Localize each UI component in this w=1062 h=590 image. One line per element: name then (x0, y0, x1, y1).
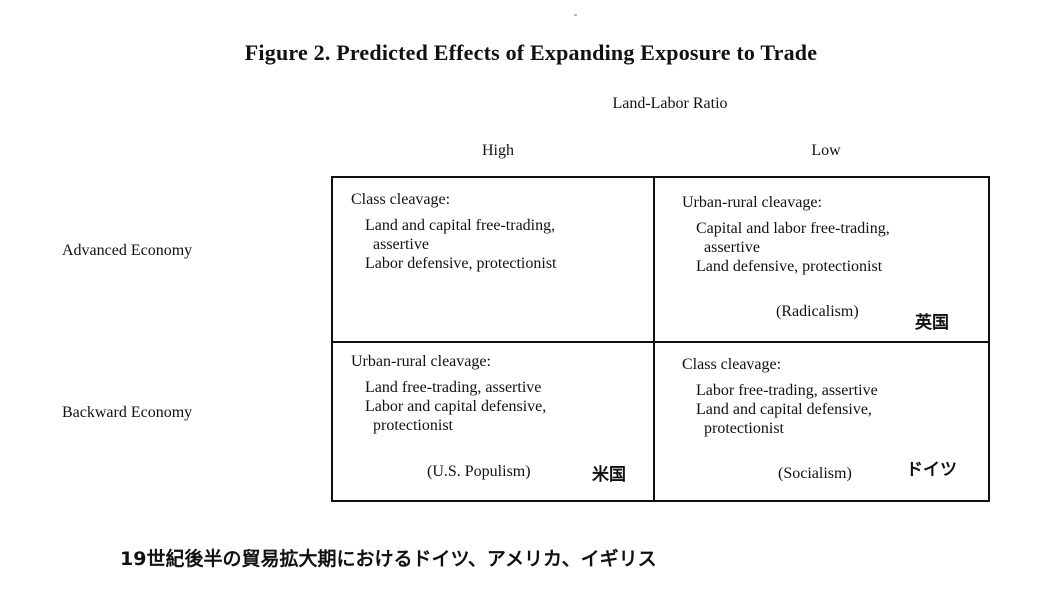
cell-backward-high: Urban-rural cleavage: Land free-trading,… (351, 352, 651, 435)
cell-heading: Urban-rural cleavage: (682, 194, 822, 211)
cell-advanced-low: Urban-rural cleavage: Capital and labor … (682, 193, 982, 276)
matrix-grid (331, 176, 990, 502)
parenthetical-socialism: (Socialism) (778, 465, 852, 482)
cell-heading: Class cleavage: (351, 191, 451, 208)
column-header-low: Low (811, 142, 841, 159)
column-header-high: High (482, 142, 514, 159)
cell-line: protectionist (704, 420, 784, 437)
cell-line: Labor free-trading, assertive (696, 382, 878, 399)
scan-speck (574, 14, 577, 16)
annotation-uk: 英国 (915, 313, 949, 333)
cell-line: assertive (373, 236, 429, 253)
caption: 19世紀後半の貿易拡大期におけるドイツ、アメリカ、イギリス (120, 548, 657, 570)
cell-line: protectionist (373, 417, 453, 434)
axis-title: Land-Labor Ratio (612, 95, 728, 112)
cell-line: assertive (704, 239, 760, 256)
grid-horizontal-divider (333, 341, 988, 343)
cell-heading: Urban-rural cleavage: (351, 353, 491, 370)
cell-heading: Class cleavage: (682, 356, 782, 373)
figure-title: Figure 2. Predicted Effects of Expanding… (244, 40, 818, 65)
cell-line: Labor defensive, protectionist (365, 255, 557, 272)
cell-backward-low: Class cleavage: Labor free-trading, asse… (682, 355, 982, 438)
row-header-backward: Backward Economy (62, 404, 193, 421)
grid-vertical-divider (653, 178, 655, 500)
cell-line: Land free-trading, assertive (365, 379, 542, 396)
cell-advanced-high: Class cleavage: Land and capital free-tr… (351, 190, 651, 273)
cell-line: Capital and labor free-trading, (696, 220, 890, 237)
cell-line: Labor and capital defensive, (365, 398, 547, 415)
parenthetical-us-populism: (U.S. Populism) (427, 463, 531, 480)
row-header-advanced: Advanced Economy (62, 242, 193, 259)
annotation-germany: ドイツ (906, 460, 957, 480)
annotation-us: 米国 (592, 465, 626, 485)
cell-line: Land and capital free-trading, (365, 217, 556, 234)
parenthetical-radicalism: (Radicalism) (776, 303, 859, 320)
cell-line: Land defensive, protectionist (696, 258, 883, 275)
cell-line: Land and capital defensive, (696, 401, 872, 418)
